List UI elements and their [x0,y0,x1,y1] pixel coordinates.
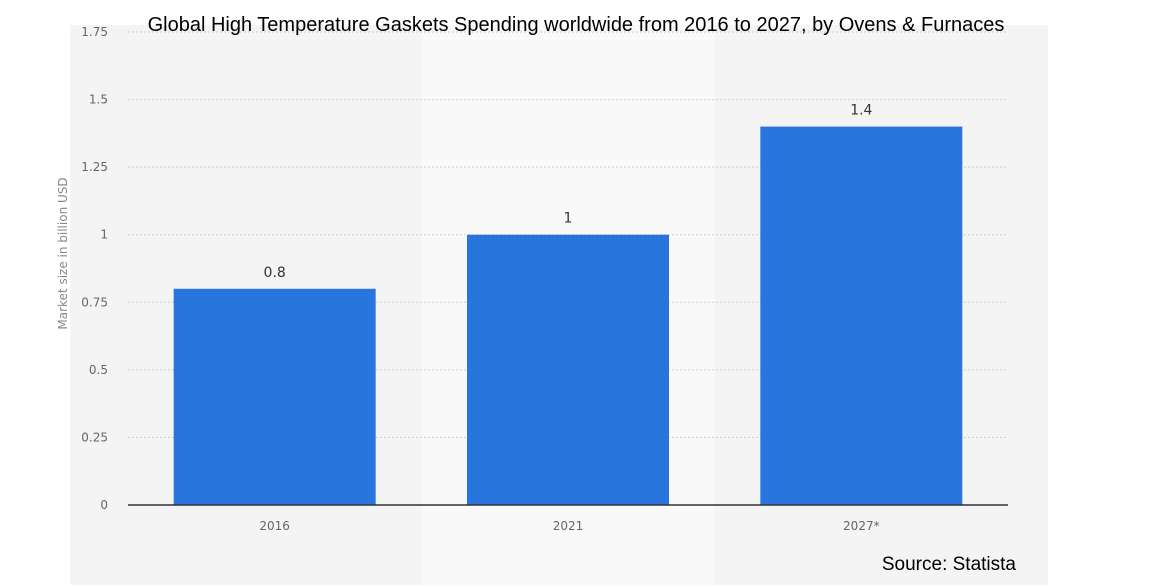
data-label: 1 [564,211,573,227]
y-axis-label: Market size in billion USD [56,177,70,329]
x-tick-label: 2027* [843,519,880,533]
y-tick-label: 1.5 [89,93,108,107]
data-labels: 0.8 1 1.4 [264,103,873,281]
y-tick-label: 1.75 [81,25,108,39]
y-tick-label: 1.25 [81,160,108,174]
y-axis-ticks: 0 0.25 0.5 0.75 1 1.25 1.5 1.75 [81,25,108,512]
y-tick-label: 0.5 [89,363,108,377]
data-label: 0.8 [264,265,286,281]
bars [173,126,963,505]
y-tick-label: 1 [100,228,108,242]
x-axis-ticks: 2016 2021 2027* [259,519,879,533]
x-tick-label: 2016 [259,519,290,533]
bar [467,234,669,505]
source-note: Source: Statista [882,554,1017,575]
data-label: 1.4 [850,103,872,119]
y-tick-label: 0.25 [81,430,108,444]
bar [173,288,376,505]
y-tick-label: 0 [100,498,108,512]
x-tick-label: 2021 [553,519,584,533]
chart-title: Global High Temperature Gaskets Spending… [148,14,1005,36]
bar [760,126,963,505]
y-tick-label: 0.75 [81,295,108,309]
